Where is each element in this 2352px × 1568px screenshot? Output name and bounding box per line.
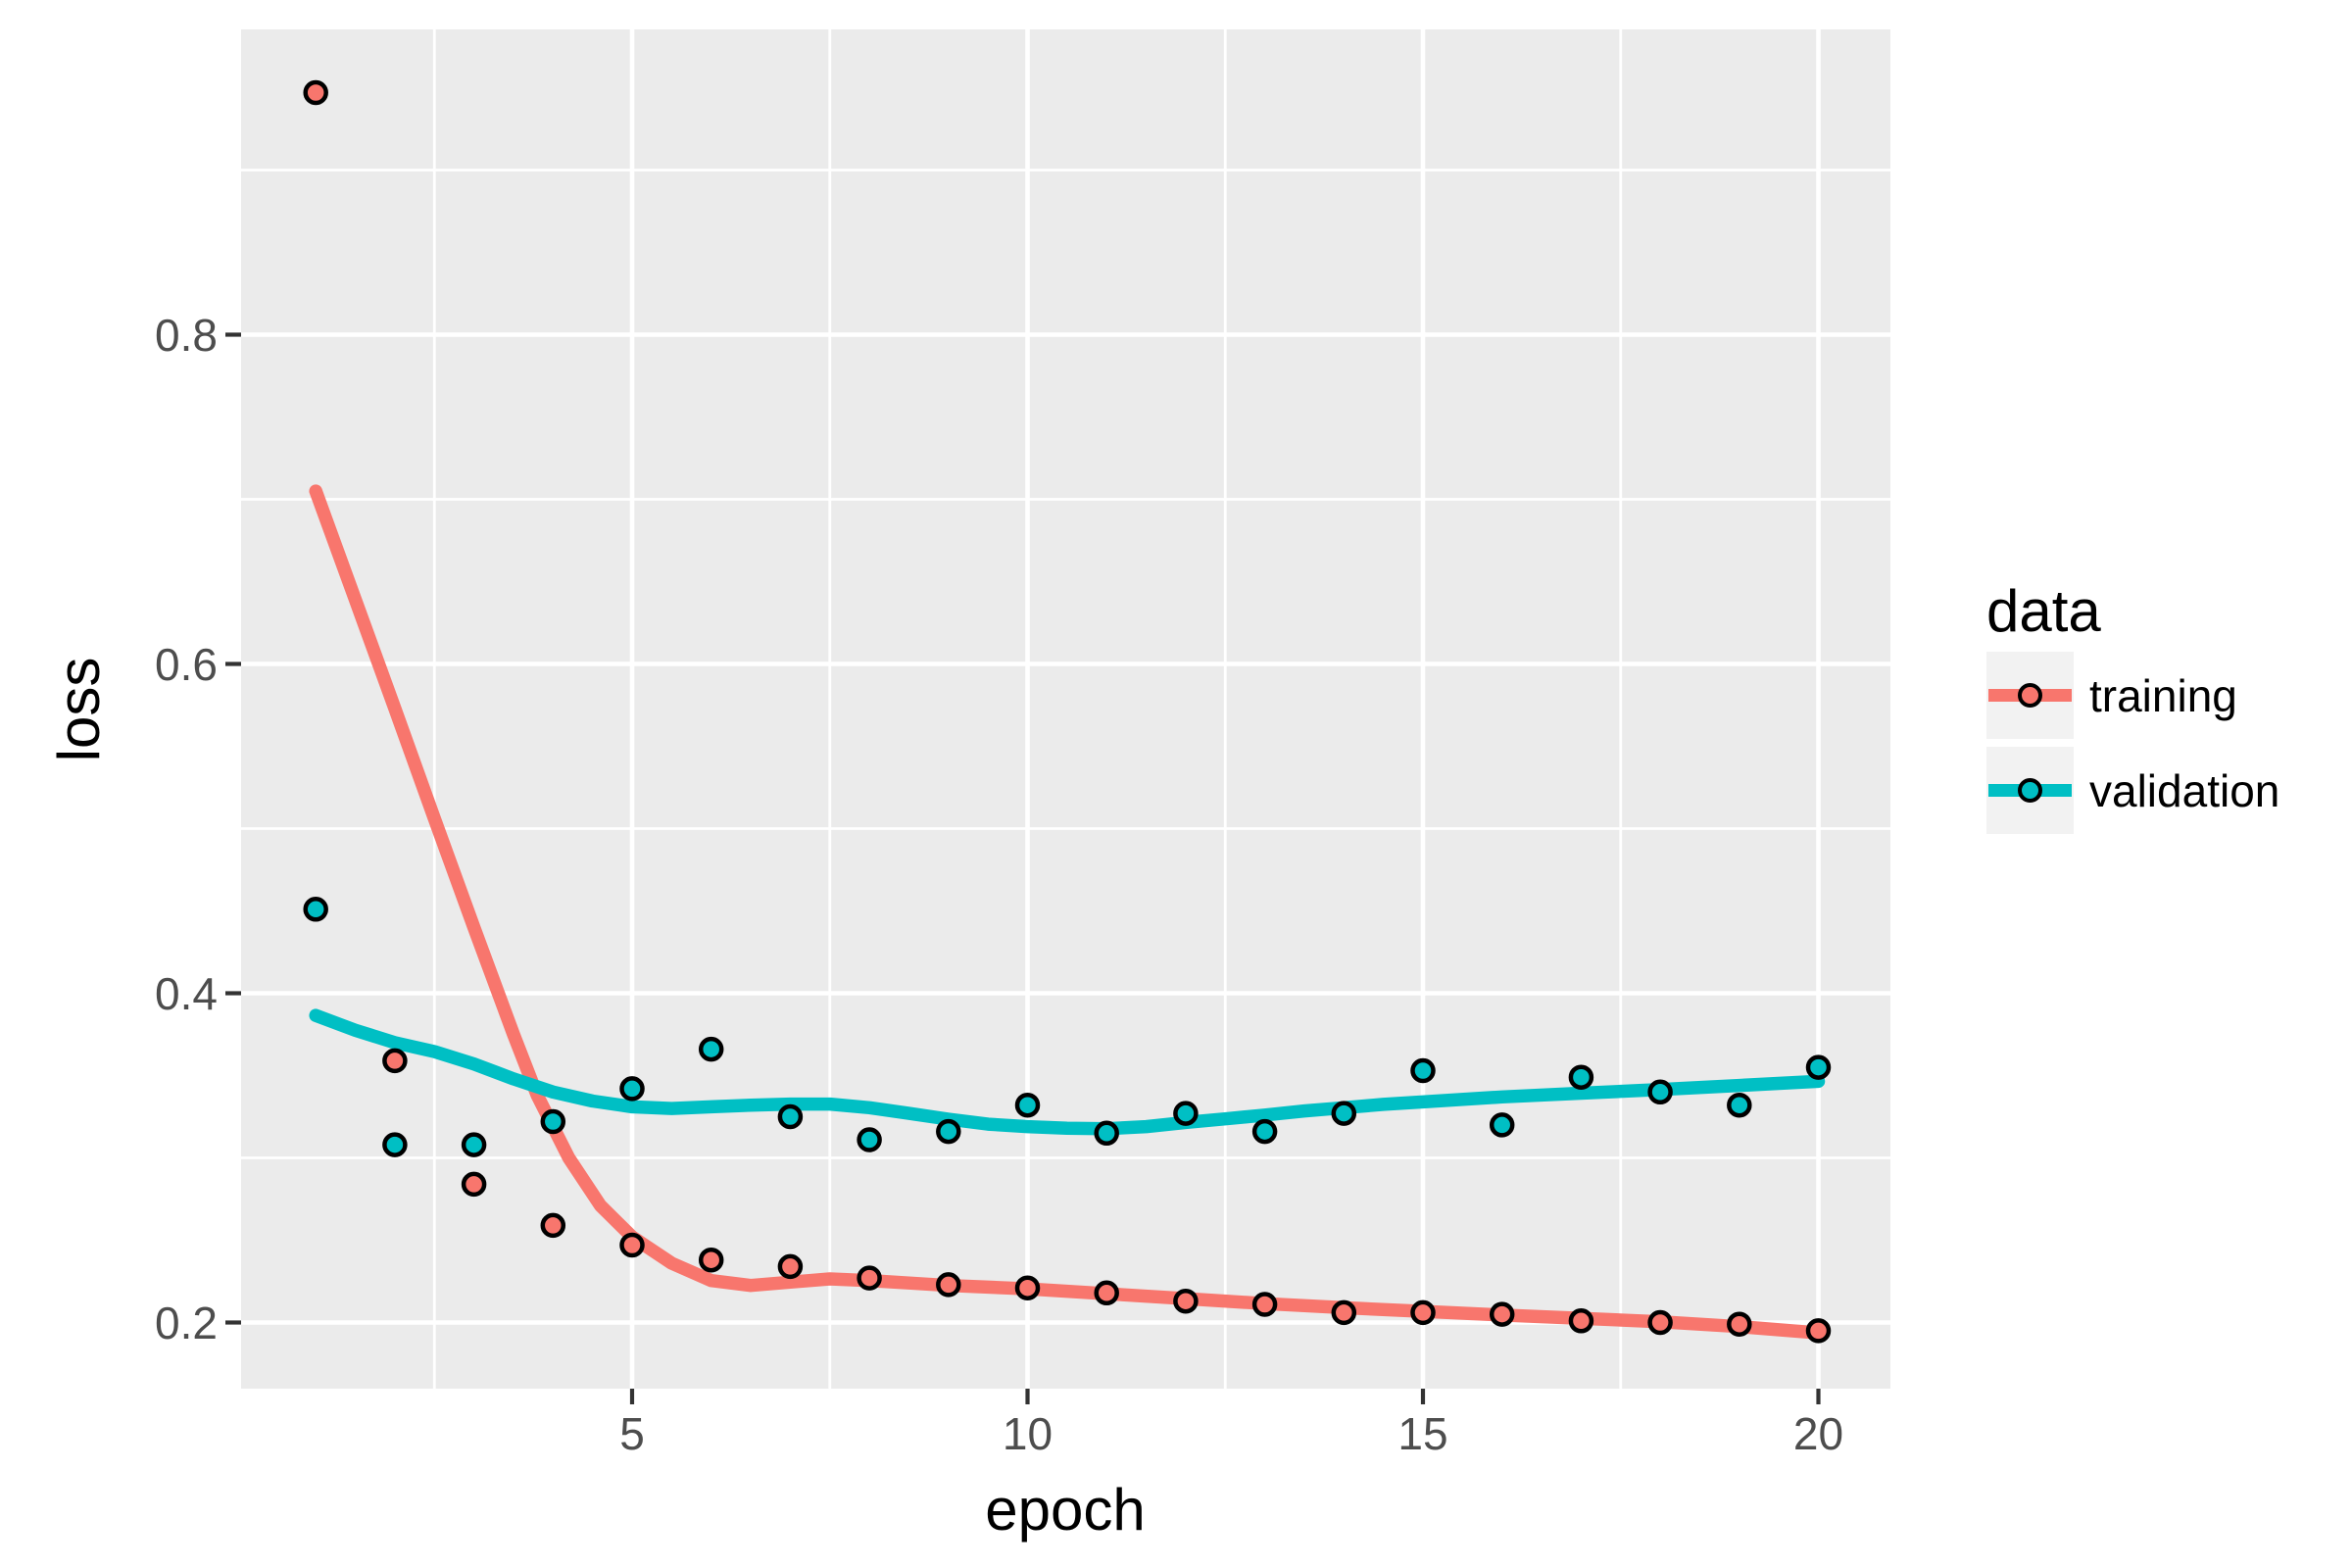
- legend-key-point-icon: [2017, 777, 2042, 803]
- data-point-training: [1014, 1275, 1041, 1300]
- data-point-validation: [777, 1103, 804, 1130]
- legend-label: training: [2089, 669, 2237, 721]
- data-point-validation: [1331, 1101, 1357, 1126]
- data-point-validation: [540, 1108, 566, 1135]
- x-tick-label: 15: [1397, 1408, 1448, 1459]
- legend-items: training validation: [1986, 652, 2279, 834]
- data-point-validation: [1094, 1120, 1119, 1147]
- data-point-validation: [1410, 1057, 1436, 1084]
- data-point-validation: [936, 1118, 961, 1145]
- data-point-training: [1727, 1311, 1752, 1337]
- data-point-training: [1094, 1280, 1119, 1306]
- legend-key-training: [1986, 652, 2074, 739]
- data-point-training: [461, 1171, 487, 1198]
- data-point-training: [936, 1272, 961, 1298]
- data-point-training: [777, 1253, 804, 1280]
- data-point-validation: [1647, 1079, 1673, 1105]
- data-point-validation: [461, 1132, 487, 1157]
- legend-key-point-icon: [2017, 682, 2042, 708]
- y-axis-title: loss: [46, 657, 112, 762]
- data-point-validation: [1014, 1092, 1041, 1118]
- legend-title: data: [1986, 578, 2101, 644]
- legend-item-training: training: [1986, 652, 2279, 739]
- data-point-training: [1805, 1318, 1832, 1344]
- data-point-validation: [1805, 1054, 1832, 1080]
- data-point-training: [1647, 1309, 1673, 1336]
- x-tick-label: 5: [619, 1408, 645, 1459]
- data-point-validation: [619, 1076, 645, 1102]
- legend-label: validation: [2089, 764, 2280, 816]
- panel-background: [241, 29, 1890, 1389]
- data-point-validation: [1173, 1101, 1199, 1126]
- legend-item-validation: validation: [1986, 747, 2279, 834]
- smooth-line-training: [309, 484, 1826, 1340]
- y-tick-label: 0.8: [155, 309, 218, 361]
- data-point-validation: [303, 897, 328, 922]
- legend-key-validation: [1986, 747, 2074, 834]
- data-point-validation: [1727, 1092, 1752, 1118]
- x-tick-label: 20: [1792, 1408, 1844, 1459]
- smooth-line-validation: [309, 1008, 1826, 1136]
- data-point-validation: [857, 1127, 882, 1152]
- x-axis-title: epoch: [985, 1477, 1146, 1543]
- data-point-training: [1251, 1292, 1278, 1317]
- data-point-validation: [1568, 1064, 1594, 1090]
- data-point-training: [1173, 1288, 1199, 1314]
- data-point-training: [303, 79, 328, 106]
- y-tick-label: 0.4: [155, 967, 218, 1019]
- data-point-training: [1568, 1308, 1594, 1334]
- data-point-training: [1489, 1301, 1515, 1327]
- x-tick-label: 10: [1002, 1408, 1054, 1459]
- data-point-validation: [382, 1132, 408, 1157]
- data-point-validation: [1489, 1112, 1515, 1138]
- y-tick-label: 0.2: [155, 1297, 218, 1348]
- data-point-training: [619, 1232, 645, 1258]
- y-tick-label: 0.6: [155, 638, 218, 690]
- data-point-training: [698, 1247, 724, 1273]
- data-point-training: [1410, 1299, 1436, 1326]
- data-point-validation: [1251, 1118, 1278, 1145]
- data-point-training: [857, 1265, 882, 1291]
- legend: data training validation: [1986, 582, 2279, 842]
- data-point-validation: [698, 1036, 724, 1062]
- data-point-training: [540, 1212, 566, 1239]
- data-point-training: [382, 1048, 408, 1074]
- data-point-training: [1331, 1299, 1357, 1326]
